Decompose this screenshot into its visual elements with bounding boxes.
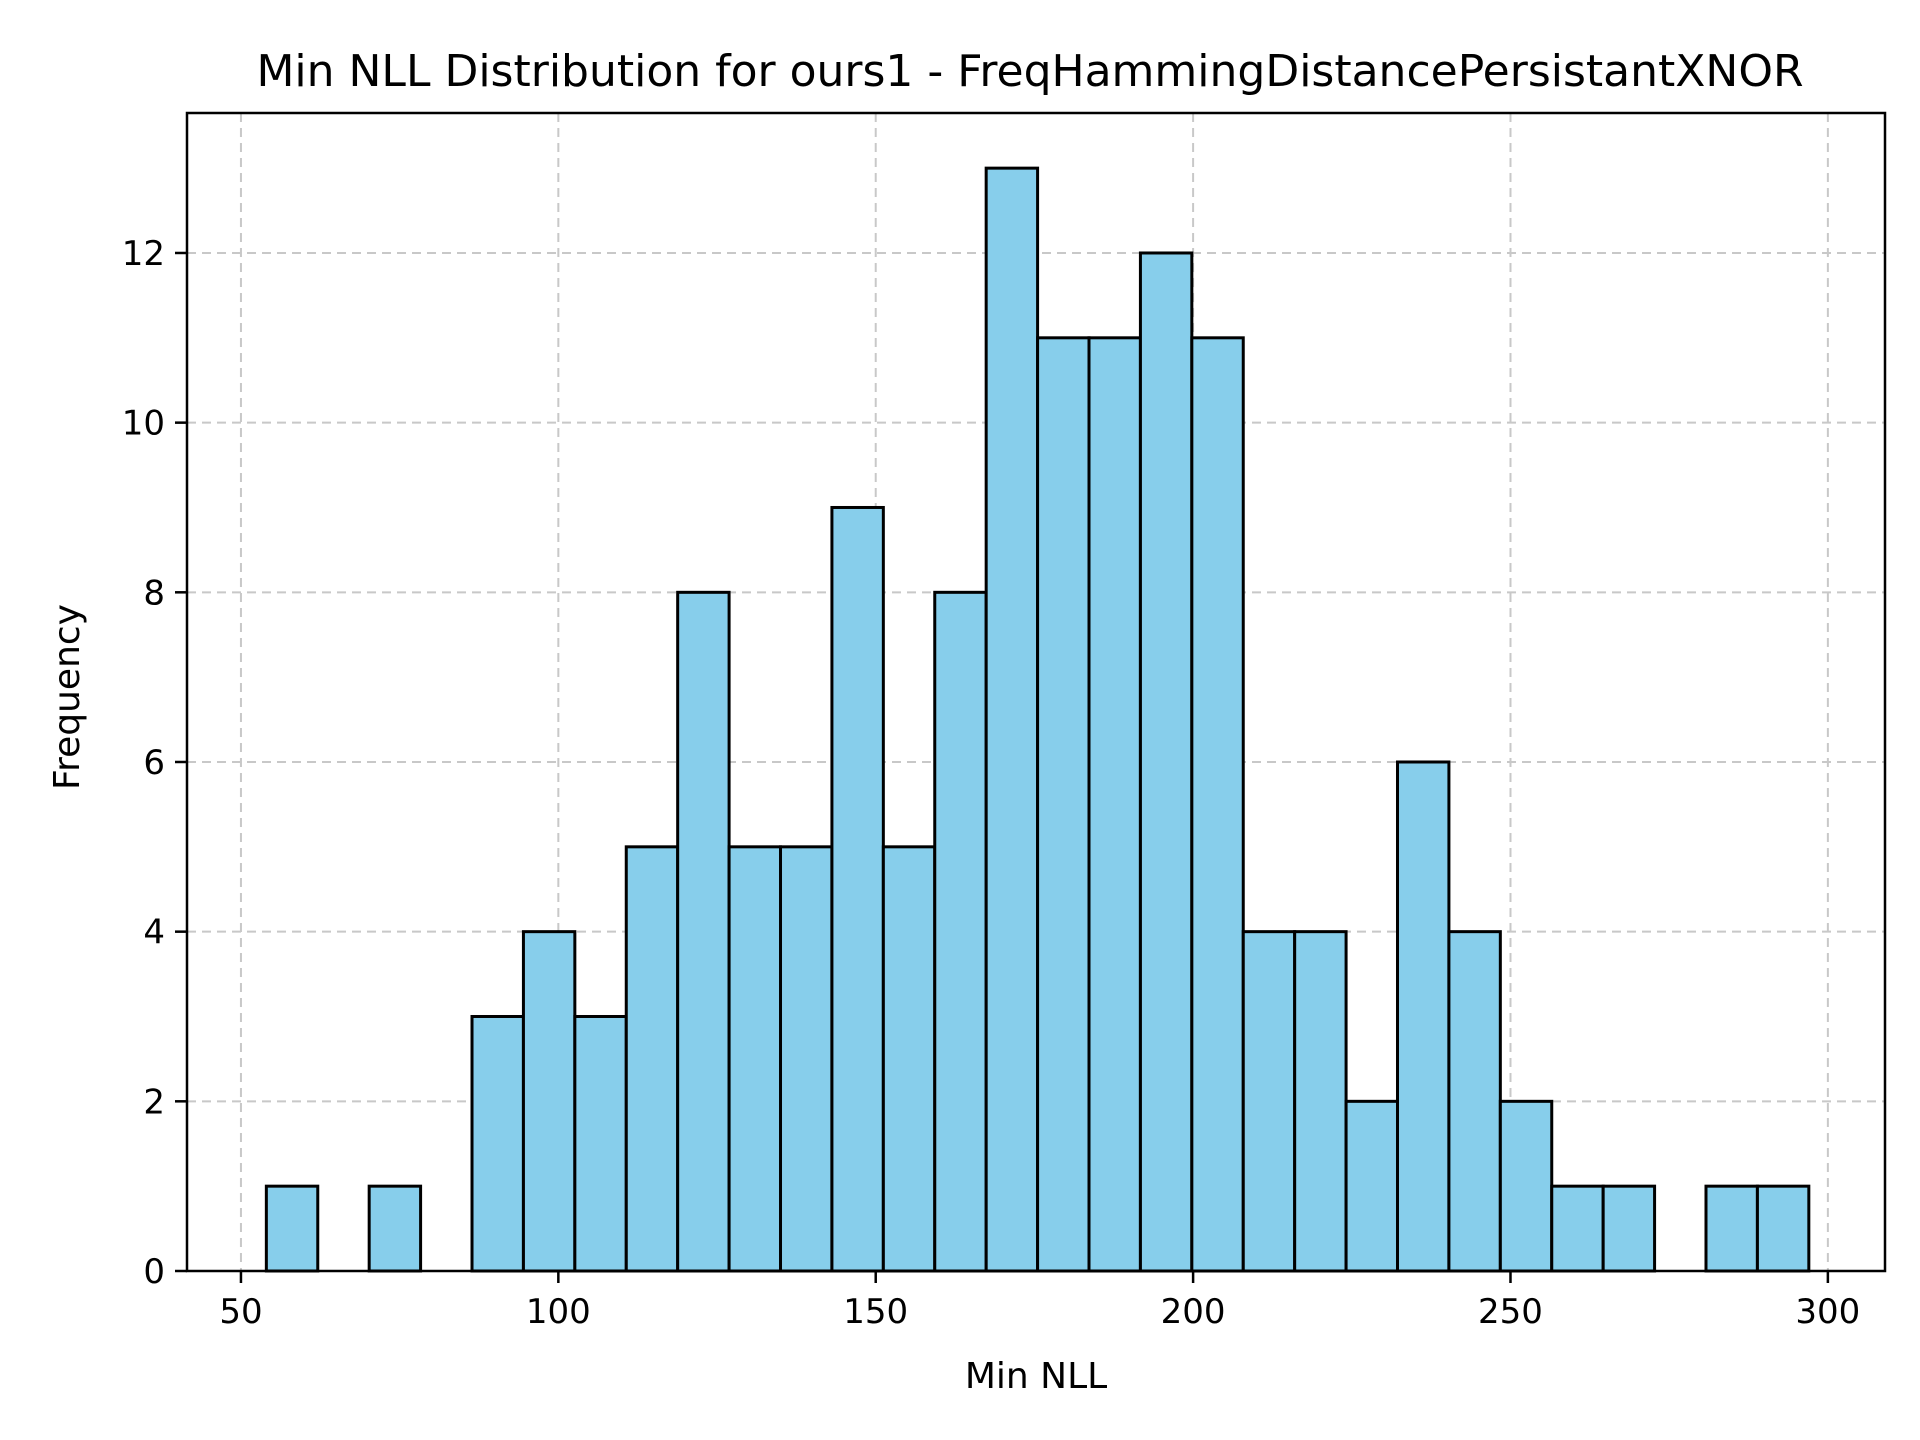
histogram-bar xyxy=(1138,251,1194,1273)
histogram-bar xyxy=(1447,930,1502,1273)
histogram-bar xyxy=(933,590,988,1273)
histogram-bar xyxy=(1036,336,1091,1273)
histogram-bar xyxy=(1241,930,1297,1273)
x-tick-label: 100 xyxy=(526,1292,591,1332)
histogram-bar xyxy=(1601,1184,1657,1273)
histogram-bar xyxy=(1704,1184,1759,1273)
histogram-bar xyxy=(881,845,937,1273)
histogram-bar xyxy=(573,1014,628,1273)
x-tick-label: 50 xyxy=(219,1292,262,1332)
histogram-bar xyxy=(1293,930,1348,1273)
y-tick-label: 2 xyxy=(143,1082,165,1122)
x-tick-label: 300 xyxy=(1795,1292,1860,1332)
histogram-bar xyxy=(470,1014,525,1273)
y-tick-label: 6 xyxy=(143,743,165,783)
histogram-bar xyxy=(1344,1099,1399,1273)
x-tick-label: 150 xyxy=(843,1292,908,1332)
histogram-bar xyxy=(1087,336,1142,1273)
histogram-bar xyxy=(676,590,731,1273)
x-axis-label: Min NLL xyxy=(965,1356,1107,1397)
histogram-bar xyxy=(624,845,680,1273)
axis-ticks: 50 100 150 200 250 300 0 2 4 6 8 10 12 xyxy=(122,234,1861,1332)
histogram-bar xyxy=(1190,336,1245,1273)
y-tick-label: 8 xyxy=(143,573,165,613)
histogram-bar xyxy=(1755,1184,1811,1273)
y-tick-label: 10 xyxy=(122,404,165,444)
x-tick-label: 200 xyxy=(1161,1292,1226,1332)
y-tick-label: 4 xyxy=(143,913,165,953)
y-tick-label: 0 xyxy=(143,1252,165,1292)
y-axis-label: Frequency xyxy=(47,604,88,790)
histogram-bar xyxy=(727,845,783,1273)
histogram-bar xyxy=(779,845,834,1273)
chart-title: Min NLL Distribution for ours1 - FreqHam… xyxy=(256,46,1803,97)
histogram-bar xyxy=(521,930,577,1273)
histogram-bar xyxy=(1550,1184,1605,1273)
histogram-bar xyxy=(1498,1099,1554,1273)
y-tick-label: 12 xyxy=(122,234,165,274)
plot-frame xyxy=(185,111,1887,1273)
histogram-bar xyxy=(264,1184,320,1273)
histogram-bar xyxy=(830,505,885,1273)
x-tick-label: 250 xyxy=(1478,1292,1543,1332)
histogram-bar xyxy=(984,166,1040,1273)
histogram-bars xyxy=(264,166,1811,1273)
histogram-bar xyxy=(1395,760,1451,1273)
histogram-bar xyxy=(367,1184,423,1273)
